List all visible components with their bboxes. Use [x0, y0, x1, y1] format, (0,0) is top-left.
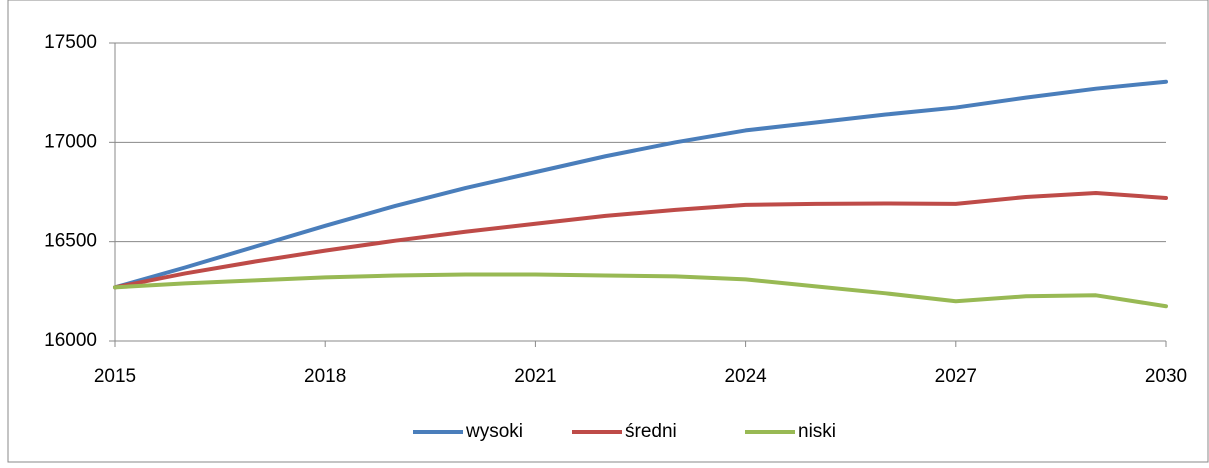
- series-line: [113, 190, 1168, 290]
- legend-label: średni: [625, 421, 677, 442]
- x-tick-label: 2024: [724, 366, 767, 387]
- legend-label: wysoki: [465, 421, 523, 442]
- series-line: [113, 272, 1168, 309]
- y-tick-label: 16500: [44, 231, 97, 252]
- chart-frame: [7, 0, 1209, 463]
- x-tick-label: 2021: [514, 366, 556, 387]
- y-tick-label: 17000: [44, 131, 97, 152]
- x-tick-label: 2015: [94, 366, 136, 387]
- x-tick-label: 2027: [935, 366, 977, 387]
- x-tick-label: 2030: [1145, 366, 1187, 387]
- x-tick-label: 2018: [304, 366, 346, 387]
- y-tick-label: 17500: [44, 32, 97, 53]
- y-tick-label: 16000: [44, 330, 97, 351]
- legend-label: niski: [798, 421, 836, 442]
- series-line: [113, 79, 1168, 290]
